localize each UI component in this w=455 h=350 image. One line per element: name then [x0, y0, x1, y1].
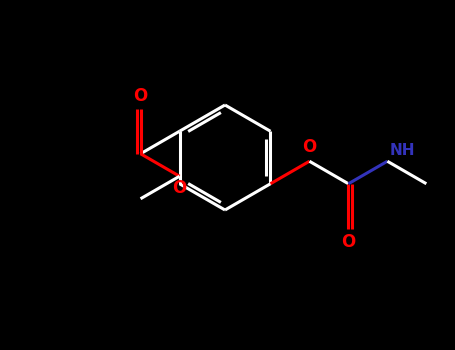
Text: O: O: [133, 87, 148, 105]
Text: O: O: [172, 179, 187, 197]
Text: O: O: [341, 233, 355, 251]
Text: O: O: [302, 138, 317, 156]
Text: NH: NH: [390, 143, 415, 158]
